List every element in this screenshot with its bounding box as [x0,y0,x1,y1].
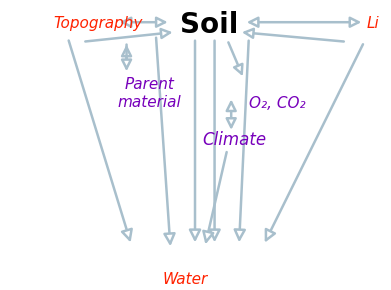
Text: Li: Li [366,16,379,31]
Text: Water: Water [163,272,208,287]
Text: Soil: Soil [181,11,239,39]
Text: Topography: Topography [53,16,143,31]
Text: O₂, CO₂: O₂, CO₂ [249,96,305,111]
Text: Parent
material: Parent material [117,77,181,110]
Text: Climate: Climate [202,130,266,148]
